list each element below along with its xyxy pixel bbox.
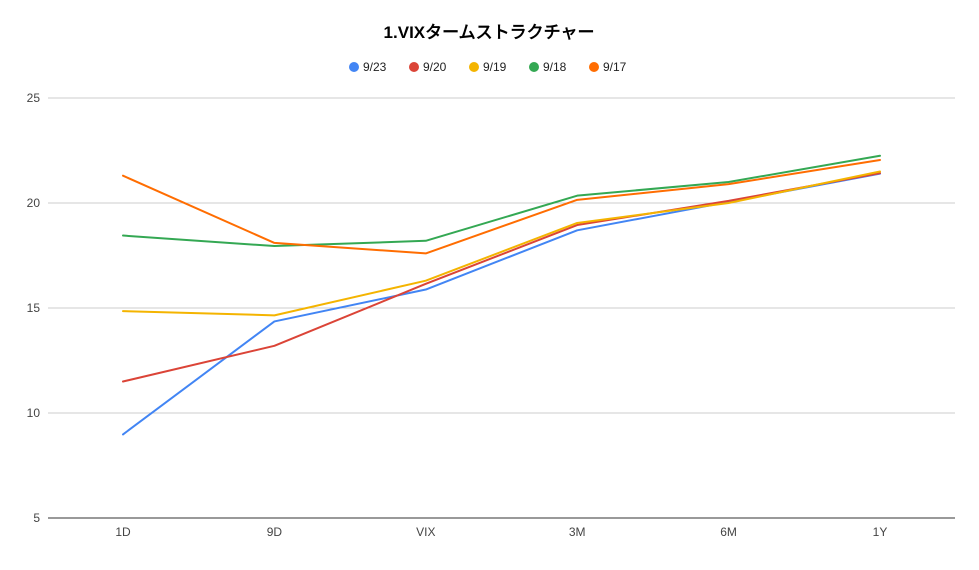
y-tick-label: 15 xyxy=(27,301,41,315)
legend-swatch xyxy=(589,62,599,72)
legend-label: 9/23 xyxy=(363,60,387,74)
legend-label: 9/17 xyxy=(603,60,627,74)
series-line-9-23[interactable] xyxy=(123,174,880,435)
legend-item[interactable]: 9/19 xyxy=(469,60,507,74)
legend-swatch xyxy=(409,62,419,72)
x-tick-label: VIX xyxy=(416,525,435,539)
series-lines xyxy=(123,156,880,435)
legend-swatch xyxy=(349,62,359,72)
legend-label: 9/20 xyxy=(423,60,447,74)
series-line-9-18[interactable] xyxy=(123,156,880,246)
legend-item[interactable]: 9/20 xyxy=(409,60,447,74)
chart-legend: 9/23 9/20 9/19 9/18 9/17 xyxy=(349,60,627,74)
x-tick-label: 6M xyxy=(720,525,737,539)
y-tick-label: 5 xyxy=(33,511,40,525)
x-tick-label: 9D xyxy=(267,525,283,539)
series-line-9-17[interactable] xyxy=(123,160,880,253)
chart-title: 1.VIXタームストラクチャー xyxy=(384,23,595,42)
legend-item[interactable]: 9/18 xyxy=(529,60,567,74)
x-axis: 1D 9D VIX 3M 6M 1Y xyxy=(115,525,887,539)
gridlines xyxy=(48,98,955,518)
legend-swatch xyxy=(469,62,479,72)
legend-item[interactable]: 9/17 xyxy=(589,60,627,74)
y-tick-label: 10 xyxy=(27,406,41,420)
y-axis: 5 10 15 20 25 xyxy=(27,91,41,525)
legend-item[interactable]: 9/23 xyxy=(349,60,387,74)
x-tick-label: 1D xyxy=(115,525,131,539)
legend-swatch xyxy=(529,62,539,72)
y-tick-label: 25 xyxy=(27,91,41,105)
legend-label: 9/18 xyxy=(543,60,567,74)
x-tick-label: 3M xyxy=(569,525,586,539)
y-tick-label: 20 xyxy=(27,196,41,210)
x-tick-label: 1Y xyxy=(873,525,888,539)
legend-label: 9/19 xyxy=(483,60,507,74)
